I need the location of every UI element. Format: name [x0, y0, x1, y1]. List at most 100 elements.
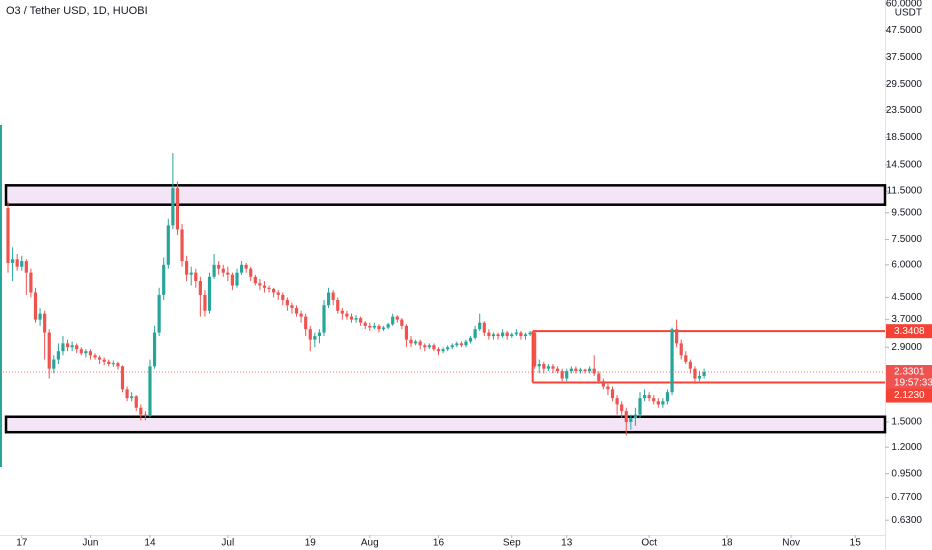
candle-body: [93, 355, 97, 358]
y-tick-label: 60.0000: [886, 0, 923, 10]
candle-body: [166, 225, 170, 265]
candle-body: [377, 325, 381, 330]
price-box-bottom-tag: [886, 388, 932, 403]
x-tick-label: Nov: [782, 538, 800, 549]
candle-body: [491, 334, 496, 337]
candle-body: [221, 268, 225, 273]
candle-body: [33, 292, 38, 320]
candle-body: [528, 332, 532, 335]
x-tick-label: 15: [850, 538, 862, 549]
candle-body: [299, 313, 303, 317]
candle-body: [212, 264, 216, 277]
chart-title: O3 / Tether USD, 1D, HUOBI: [6, 5, 148, 17]
y-tick-label: 14.5000: [886, 159, 923, 170]
candle-body: [359, 318, 363, 323]
candle-body: [675, 329, 679, 344]
x-tick-label: 16: [433, 538, 445, 549]
candle-body: [308, 329, 312, 340]
y-tick-label: 0.6300: [891, 515, 922, 526]
candle-body: [514, 332, 518, 335]
candle-body: [423, 345, 427, 348]
candle-body: [468, 337, 473, 342]
candle-body: [487, 332, 491, 337]
candle-body: [633, 414, 638, 419]
last-price-tag: [886, 365, 932, 392]
candle-body: [560, 371, 564, 379]
price-box-top-label: 3.3408: [894, 326, 925, 337]
candle-body: [464, 341, 468, 346]
candle-body: [391, 316, 395, 325]
candle-body: [519, 332, 523, 337]
candle-body: [638, 398, 642, 415]
candle-body: [588, 368, 592, 372]
candle-body: [446, 347, 450, 350]
countdown-label: 19:57:33: [894, 378, 932, 389]
candle-body: [148, 366, 152, 417]
candle-body: [336, 299, 340, 311]
candle-body: [107, 361, 111, 365]
candle-body: [537, 364, 541, 367]
candle-body: [661, 401, 665, 405]
candle-body: [624, 411, 628, 422]
x-tick-label: Aug: [361, 538, 379, 549]
x-tick-label: Jun: [82, 538, 98, 549]
candle-body: [313, 336, 317, 340]
candle-body: [542, 364, 546, 369]
y-tick-label: 23.5000: [886, 105, 923, 116]
y-tick-label: 9.5000: [891, 207, 922, 218]
candle-body: [198, 281, 202, 295]
candle-body: [670, 329, 674, 393]
candle-body: [441, 349, 445, 352]
candle-body: [194, 272, 198, 282]
candle-body: [317, 332, 322, 337]
candle-body: [267, 287, 271, 289]
candle-body: [413, 341, 418, 344]
candle-body: [304, 316, 308, 330]
candle-body: [281, 294, 285, 300]
candle-body: [574, 368, 578, 372]
candle-body: [702, 372, 706, 376]
candle-body: [262, 285, 267, 288]
candle-body: [253, 276, 257, 284]
candle-body: [354, 318, 358, 320]
candle-body: [505, 332, 509, 337]
candle-body: [207, 276, 212, 311]
zone-box: [4, 184, 887, 206]
candle-body: [578, 369, 583, 372]
candle-body: [203, 294, 207, 311]
x-tick-label: Oct: [641, 538, 657, 549]
candle-body: [43, 313, 47, 333]
candle-body: [647, 395, 651, 399]
candle-body: [395, 316, 399, 320]
y-tick-label: 2.9000: [891, 342, 922, 353]
candle-body: [372, 325, 376, 328]
candle-body: [88, 351, 93, 356]
candle-body: [501, 332, 505, 337]
left-edge-bar: [0, 125, 2, 467]
x-tick-label: Sep: [503, 538, 521, 549]
candle-body: [111, 363, 115, 365]
candle-body: [606, 386, 610, 390]
candle-body: [20, 261, 24, 267]
last-price-label: 2.3301: [894, 367, 925, 378]
candle-body: [217, 264, 221, 269]
candle-body: [47, 332, 51, 369]
candle-body: [75, 345, 79, 350]
candle-body: [10, 259, 15, 263]
x-tick-label: 18: [721, 538, 733, 549]
candle-body: [478, 322, 482, 330]
y-tick-label: 1.2000: [891, 442, 922, 453]
candle-body: [597, 373, 601, 382]
candle-body: [24, 261, 28, 273]
x-tick-label: Jul: [221, 538, 234, 549]
candle-body: [294, 307, 299, 314]
y-tick-label: 37.5000: [886, 52, 923, 63]
candle-body: [418, 341, 422, 346]
candle-body: [65, 343, 70, 348]
candle-body: [510, 334, 514, 337]
candle-body: [436, 349, 441, 352]
candle-body: [665, 392, 670, 402]
candle-body: [533, 332, 537, 367]
candle-body: [569, 368, 573, 372]
